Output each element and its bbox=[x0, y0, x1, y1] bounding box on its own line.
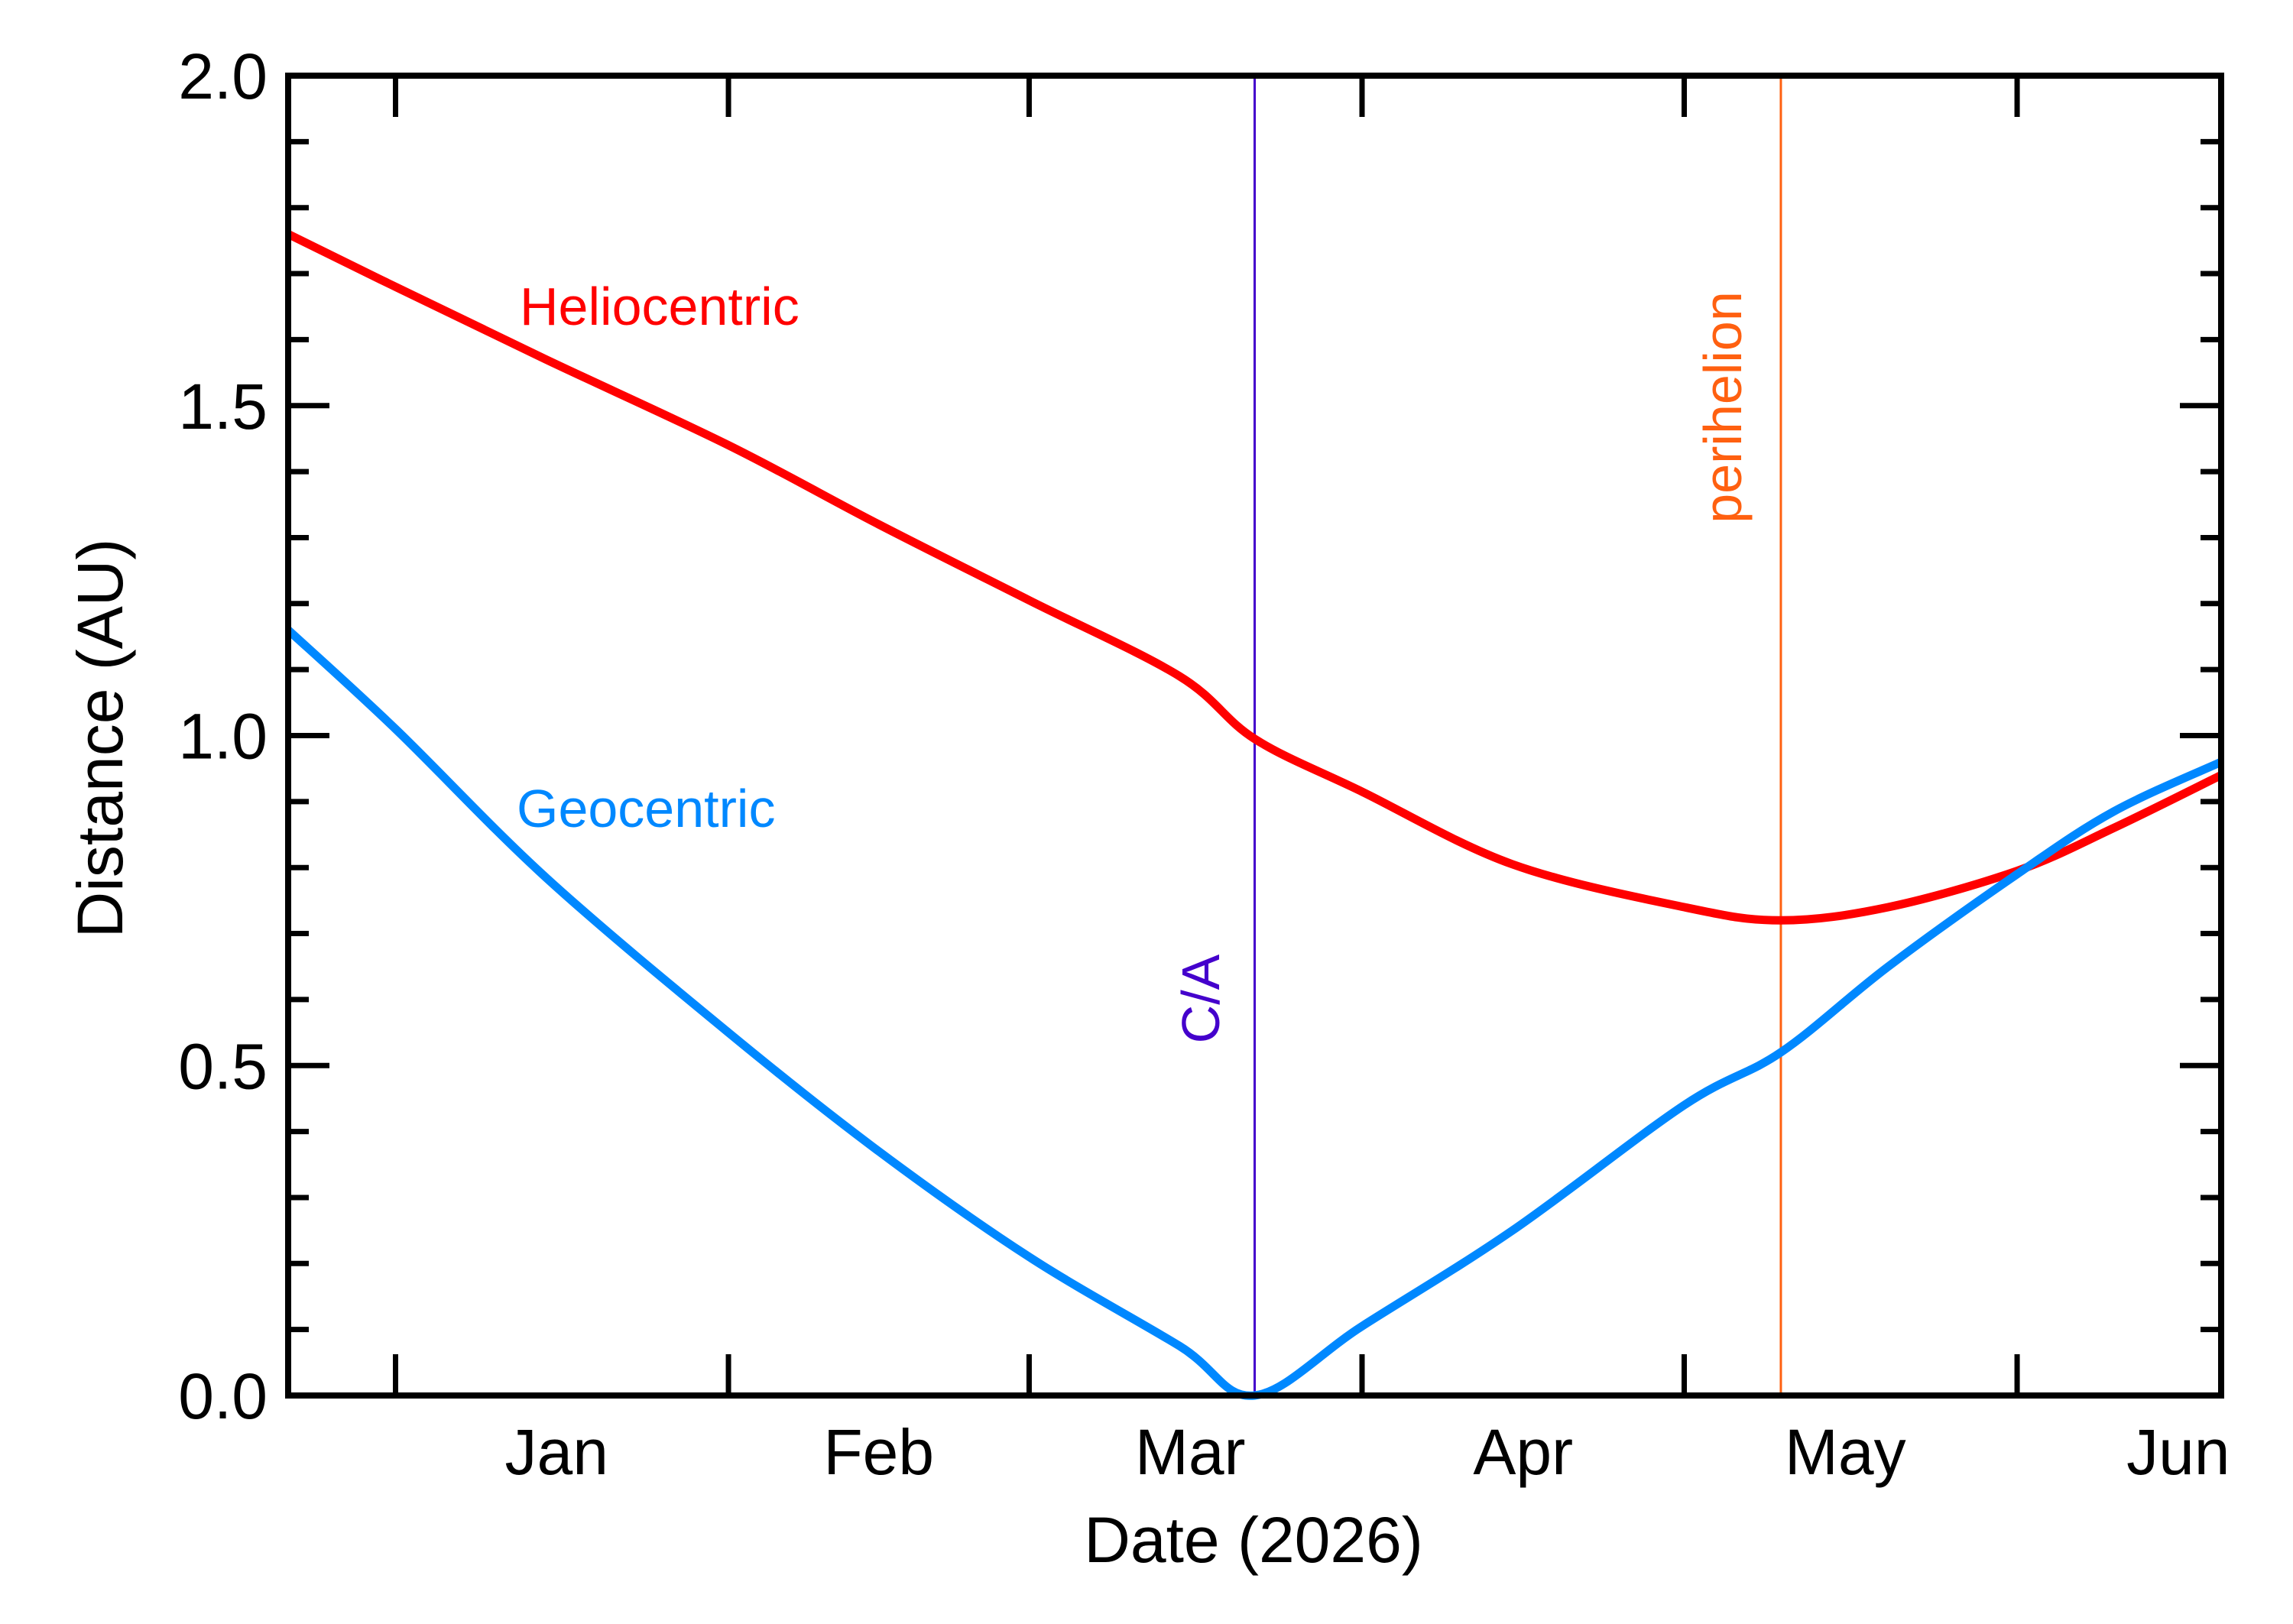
series-line-geocentric bbox=[285, 627, 2223, 1400]
annotation-ca-label: C/A bbox=[1171, 954, 1231, 1043]
y-tick-label: 2.0 bbox=[178, 41, 268, 112]
series-label-geocentric: Geocentric bbox=[517, 779, 775, 838]
x-tick-label: Jan bbox=[505, 1416, 608, 1488]
x-tick-label: Mar bbox=[1135, 1416, 1246, 1488]
series-line-heliocentric bbox=[286, 230, 2223, 925]
y-tick-label: 1.0 bbox=[178, 701, 268, 773]
series-label-heliocentric: Heliocentric bbox=[520, 277, 799, 336]
x-tick-label: May bbox=[1785, 1416, 1906, 1488]
x-axis-title: Date (2026) bbox=[1084, 1504, 1423, 1576]
x-tick-label: Apr bbox=[1473, 1416, 1573, 1488]
annotation-perihelion-label: perihelion bbox=[1693, 291, 1753, 524]
x-tick-label: Feb bbox=[823, 1416, 934, 1488]
y-axis-title: Distance (AU) bbox=[64, 539, 136, 938]
y-tick-label: 1.5 bbox=[178, 371, 268, 442]
x-tick-label: Jun bbox=[2126, 1416, 2230, 1488]
plot-frame bbox=[285, 73, 2224, 1399]
y-tick-label: 0.0 bbox=[178, 1360, 268, 1432]
y-tick-label: 0.5 bbox=[178, 1030, 268, 1102]
